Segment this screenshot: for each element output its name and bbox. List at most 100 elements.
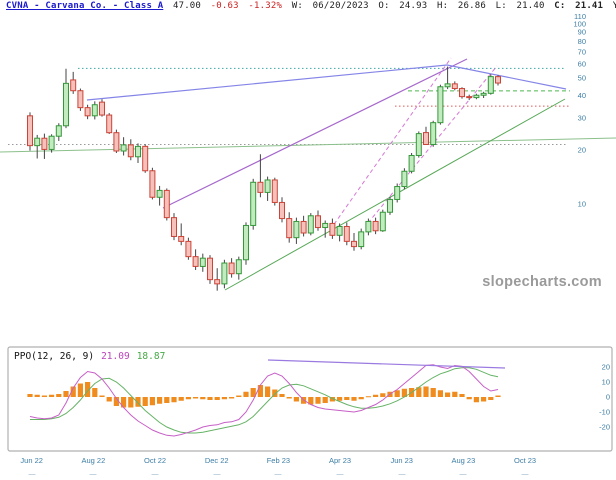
candle[interactable] xyxy=(63,68,69,129)
candle[interactable] xyxy=(372,217,379,235)
ppo-histogram-bar xyxy=(416,387,422,397)
x-axis-label: Aug 22 xyxy=(81,456,106,465)
x-axis-tick xyxy=(213,474,221,475)
candle[interactable] xyxy=(473,93,480,100)
candle[interactable] xyxy=(343,222,350,246)
x-axis-label: Oct 23 xyxy=(514,456,537,465)
ppo-histogram-bar xyxy=(437,390,443,397)
ppo-histogram-bar xyxy=(373,394,379,397)
candle[interactable] xyxy=(387,196,393,215)
candle[interactable] xyxy=(171,213,177,241)
ppo-signal-line xyxy=(30,367,499,434)
candle[interactable] xyxy=(394,183,401,203)
candle[interactable] xyxy=(207,255,213,284)
candle[interactable] xyxy=(401,168,408,190)
candle[interactable] xyxy=(135,143,141,163)
candle-body-down xyxy=(171,217,177,237)
candle[interactable] xyxy=(271,177,278,206)
candle[interactable] xyxy=(55,123,62,141)
ppo-histogram-bar xyxy=(380,393,386,397)
candle[interactable] xyxy=(466,94,473,101)
ppo-histogram-bar xyxy=(99,395,105,397)
candle[interactable] xyxy=(444,66,451,90)
candle[interactable] xyxy=(142,144,149,173)
candle[interactable] xyxy=(423,126,429,145)
candle[interactable] xyxy=(77,88,84,111)
symbol-link[interactable]: CVNA - Carvana Co. - Class A xyxy=(6,1,164,11)
ppo-histogram-bar xyxy=(27,394,33,397)
candle-body-up xyxy=(322,222,329,229)
candle[interactable] xyxy=(91,101,98,120)
candle-body-down xyxy=(372,220,379,232)
candle[interactable] xyxy=(264,176,271,201)
candle[interactable] xyxy=(149,167,156,200)
candle[interactable] xyxy=(322,220,329,238)
trendline-blue-declining xyxy=(446,64,567,90)
candle[interactable] xyxy=(495,75,501,86)
candle[interactable] xyxy=(113,129,120,154)
candle[interactable] xyxy=(243,222,249,265)
candle[interactable] xyxy=(199,253,206,272)
candle[interactable] xyxy=(221,259,228,289)
candle[interactable] xyxy=(459,87,465,99)
candle[interactable] xyxy=(156,185,163,206)
candle[interactable] xyxy=(408,153,415,174)
candle-body-down xyxy=(106,114,113,134)
candle[interactable] xyxy=(192,249,199,270)
candle[interactable] xyxy=(34,134,41,159)
candle[interactable] xyxy=(228,258,235,278)
week-date: 06/20/2023 xyxy=(312,1,369,11)
y-axis-label: 80 xyxy=(578,37,586,46)
candle-body-up xyxy=(430,122,437,146)
candle[interactable] xyxy=(163,188,170,221)
ppo-histogram-bar xyxy=(344,397,350,400)
candle-body-down xyxy=(257,181,264,193)
candle[interactable] xyxy=(27,112,33,151)
candle[interactable] xyxy=(84,104,91,120)
candle[interactable] xyxy=(99,99,105,117)
candle-body-up xyxy=(444,83,451,88)
ppo-histogram-bar xyxy=(351,397,357,401)
candle[interactable] xyxy=(437,84,444,125)
candle[interactable] xyxy=(257,154,264,198)
candle[interactable] xyxy=(351,233,357,251)
candle[interactable] xyxy=(250,178,257,230)
candle[interactable] xyxy=(307,213,314,236)
candle[interactable] xyxy=(365,218,372,236)
candle-body-down xyxy=(127,144,134,158)
candle[interactable] xyxy=(235,256,242,280)
candle[interactable] xyxy=(430,120,437,147)
y-axis-label: 100 xyxy=(573,20,586,29)
candle[interactable] xyxy=(329,218,336,239)
candle[interactable] xyxy=(293,217,300,244)
candle[interactable] xyxy=(451,81,458,91)
candle[interactable] xyxy=(480,91,487,99)
candle[interactable] xyxy=(214,268,221,291)
ppo-value: 21.09 xyxy=(101,351,130,362)
ppo-histogram-bar xyxy=(164,397,170,403)
candle[interactable] xyxy=(315,210,321,231)
ppo-y-axis-label: 10 xyxy=(602,378,610,387)
candle[interactable] xyxy=(336,223,343,242)
candle[interactable] xyxy=(286,212,293,243)
candle[interactable] xyxy=(70,71,77,94)
candle[interactable] xyxy=(379,209,386,232)
x-axis-tick xyxy=(274,474,282,475)
candle[interactable] xyxy=(185,237,192,260)
candle[interactable] xyxy=(279,197,285,223)
candle[interactable] xyxy=(120,137,127,156)
candle[interactable] xyxy=(48,134,55,153)
candle-body-down xyxy=(459,88,465,98)
candle[interactable] xyxy=(415,131,422,158)
ppo-histogram-bar xyxy=(178,397,184,401)
candle[interactable] xyxy=(487,74,494,95)
candle[interactable] xyxy=(300,215,307,237)
candle[interactable] xyxy=(41,133,48,159)
ppo-histogram-bar xyxy=(236,395,242,397)
candle[interactable] xyxy=(178,223,185,246)
candle[interactable] xyxy=(358,228,365,250)
candle[interactable] xyxy=(127,139,134,161)
ppo-chart[interactable]: 20 10 0 -10 -20 xyxy=(0,344,616,456)
candle[interactable] xyxy=(106,113,113,134)
